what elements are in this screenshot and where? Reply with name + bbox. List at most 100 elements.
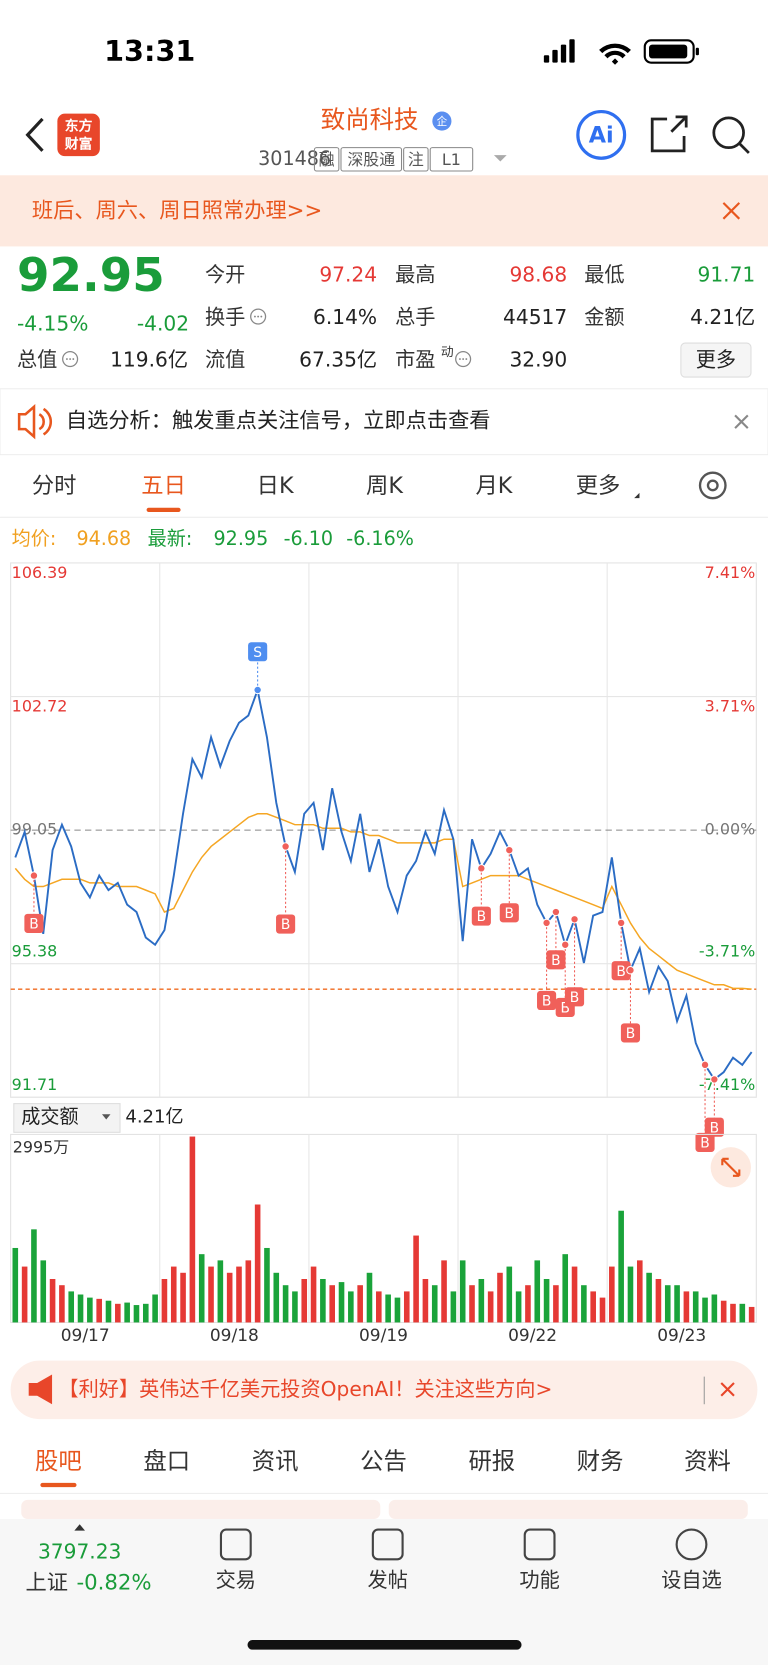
marker-label[interactable]: B	[560, 1000, 569, 1016]
tag-box	[340, 147, 403, 172]
volume-bar	[543, 1278, 550, 1323]
index-value[interactable]: 3797.23	[38, 1539, 121, 1563]
tab[interactable]: 五日	[141, 473, 186, 499]
marker-label[interactable]: B	[710, 1120, 719, 1136]
volume-bar	[646, 1272, 652, 1323]
tab[interactable]: 资料	[684, 1447, 731, 1475]
volume-bar	[301, 1278, 308, 1323]
marker-label[interactable]: B	[570, 990, 579, 1006]
volume-bar	[571, 1266, 578, 1323]
info-dot	[465, 358, 468, 360]
marker-label[interactable]: S	[253, 645, 262, 661]
tab[interactable]: 分时	[32, 473, 77, 499]
tab[interactable]: 公告	[360, 1447, 407, 1475]
index-change[interactable]: -0.82%	[76, 1571, 151, 1596]
marker-label[interactable]: B	[551, 953, 560, 969]
marker-box[interactable]	[695, 1132, 715, 1152]
ai-button[interactable]	[576, 109, 627, 160]
info-icon[interactable]	[250, 308, 267, 325]
marker-label[interactable]: B	[700, 1135, 709, 1151]
search-button[interactable]	[712, 116, 750, 154]
close-promo[interactable]	[720, 1382, 735, 1397]
marker-label[interactable]: B	[505, 906, 514, 922]
more-button[interactable]	[680, 342, 752, 378]
volume-bar	[292, 1291, 298, 1323]
tab[interactable]: 周K	[366, 473, 404, 499]
nav-icon[interactable]	[371, 1528, 404, 1561]
tab[interactable]: 月K	[475, 473, 513, 499]
volume-bar	[487, 1291, 494, 1323]
volume-bar	[31, 1229, 37, 1323]
share-button[interactable]	[650, 115, 688, 153]
promo-bar[interactable]	[10, 1360, 758, 1420]
nav-icon[interactable]	[219, 1528, 252, 1561]
marker-box[interactable]	[276, 914, 296, 934]
dropdown-arrow[interactable]	[493, 155, 507, 162]
marker-label[interactable]: B	[477, 909, 486, 925]
tab[interactable]: 研报	[468, 1447, 515, 1475]
volume-bar	[748, 1306, 755, 1323]
marker-label[interactable]: B	[281, 917, 290, 933]
volume-bar	[59, 1285, 65, 1323]
nav-label[interactable]: 功能	[519, 1568, 559, 1592]
banner-text[interactable]: 班后、周六、周日照常办理>>	[32, 198, 322, 223]
tab[interactable]: 资讯	[252, 1447, 299, 1475]
x-tick-label: 09/18	[210, 1326, 259, 1346]
info-icon[interactable]	[455, 350, 472, 368]
settings-icon[interactable]	[698, 471, 727, 500]
close-notice[interactable]	[734, 414, 749, 429]
more-text[interactable]: 更多	[696, 348, 736, 372]
marker-box[interactable]	[546, 950, 566, 970]
marker-box[interactable]	[537, 990, 557, 1011]
field-label: 金额	[584, 305, 624, 329]
tab[interactable]: 更多	[576, 473, 621, 499]
marker-box[interactable]	[620, 1023, 641, 1043]
index-name[interactable]: 上证	[26, 1571, 68, 1596]
volume-bar	[581, 1285, 587, 1323]
promo-text[interactable]: 【利好】英伟达千亿美元投资OpenAI！关注这些方向>	[58, 1377, 552, 1401]
marker-box[interactable]	[611, 961, 631, 981]
notice-bar[interactable]	[0, 388, 768, 456]
nav-icon[interactable]	[675, 1528, 708, 1561]
back-button[interactable]	[25, 117, 44, 152]
close-banner[interactable]	[722, 202, 741, 220]
tab[interactable]: 日K	[257, 473, 295, 499]
y-tick-label: 102.72	[12, 697, 68, 716]
volume-bar	[413, 1235, 419, 1323]
marker-box[interactable]	[248, 642, 268, 662]
volume-bar	[198, 1254, 205, 1323]
volume-bar	[534, 1260, 541, 1323]
nav-label[interactable]: 设自选	[661, 1568, 722, 1592]
field-value: 4.21亿	[690, 305, 755, 329]
tab[interactable]: 股吧	[35, 1447, 82, 1475]
marker-label[interactable]: B	[542, 994, 551, 1010]
volume-bar	[329, 1285, 336, 1323]
field-value: 98.68	[509, 263, 567, 287]
marker-label[interactable]: B	[626, 1026, 635, 1042]
info-icon[interactable]	[62, 350, 79, 368]
volume-bar	[478, 1278, 485, 1323]
banner[interactable]	[0, 175, 768, 247]
marker-box[interactable]	[704, 1117, 724, 1137]
notice-text[interactable]: 自选分析：触发重点关注信号，立即点击查看	[66, 409, 491, 434]
marker-label[interactable]: B	[29, 916, 38, 932]
nav-label[interactable]: 发帖	[368, 1568, 408, 1592]
marker-label[interactable]: B	[616, 964, 625, 980]
volume-selector-text[interactable]: 成交额	[21, 1105, 78, 1128]
marker-box[interactable]	[24, 913, 44, 933]
field-label: 换手	[205, 305, 245, 329]
nav-icon[interactable]	[523, 1528, 556, 1561]
tab[interactable]: 财务	[577, 1447, 624, 1475]
volume-bar	[87, 1297, 93, 1323]
x-tick-label: 09/19	[359, 1326, 408, 1346]
marker-box[interactable]	[564, 987, 585, 1007]
tag-box	[313, 147, 340, 172]
nav-label[interactable]: 交易	[216, 1568, 256, 1592]
tag: 融	[319, 150, 335, 169]
tab[interactable]: 盘口	[143, 1447, 190, 1475]
marker-box[interactable]	[471, 906, 491, 926]
volume-selector[interactable]	[13, 1103, 121, 1133]
volume-bar	[497, 1272, 503, 1323]
marker-box[interactable]	[499, 903, 519, 923]
change: -4.02	[137, 312, 189, 336]
